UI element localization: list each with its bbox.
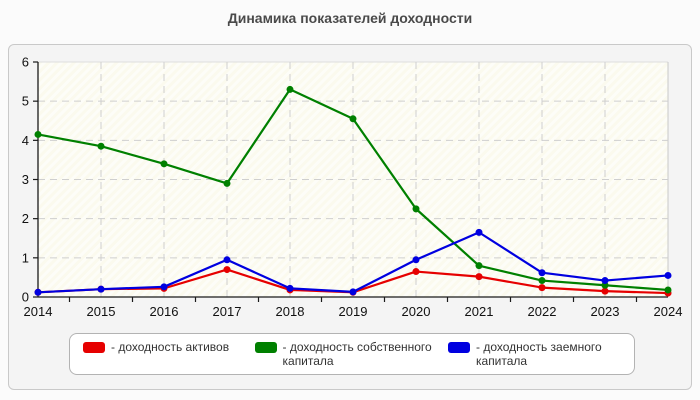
y-tick-label: 2 <box>22 211 29 226</box>
legend-label: - доходность заемного капитала <box>476 340 602 369</box>
x-tick-label: 2016 <box>150 304 179 319</box>
y-tick-label: 6 <box>22 55 29 70</box>
data-point <box>601 287 609 295</box>
legend-swatch-blue <box>448 342 470 353</box>
data-point <box>286 284 294 292</box>
legend-label: - доходность собственного капитала <box>282 340 432 369</box>
legend-label: - доходность активов <box>111 340 230 354</box>
data-point <box>97 142 105 150</box>
legend-item-equity: - доходность собственного капитала <box>254 340 443 369</box>
y-tick-label: 4 <box>22 133 29 148</box>
legend-item-assets: - доходность активов <box>83 340 249 354</box>
data-point <box>538 284 546 292</box>
data-point <box>475 273 483 281</box>
x-tick-label: 2018 <box>276 304 305 319</box>
data-point <box>223 256 231 264</box>
chart-legend: - доходность активов - доходность собств… <box>69 333 635 375</box>
x-tick-label: 2024 <box>654 304 683 319</box>
data-point <box>664 271 672 279</box>
x-tick-label: 2020 <box>402 304 431 319</box>
chart-panel: 0 1 2 3 4 5 6 2014 2015 2016 2017 2018 2019 2020 2021 2… <box>8 44 692 390</box>
legend-swatch-red <box>83 342 105 353</box>
data-point <box>223 179 231 187</box>
data-point <box>475 228 483 236</box>
y-tick-label: 1 <box>22 250 29 265</box>
data-point <box>160 283 168 291</box>
line-chart: 0 1 2 3 4 5 6 2014 2015 2016 2017 2018 2019 2020 2021 2… <box>22 55 683 320</box>
data-point <box>34 288 42 296</box>
x-tick-label: 2019 <box>339 304 368 319</box>
x-tick-label: 2022 <box>528 304 557 319</box>
data-point <box>34 130 42 138</box>
data-point <box>160 160 168 168</box>
y-tick-label: 3 <box>22 172 29 187</box>
y-tick-label: 5 <box>22 94 29 109</box>
x-tick-label: 2014 <box>24 304 53 319</box>
legend-item-debt: - доходность заемного капитала <box>448 340 621 369</box>
data-point <box>223 266 231 274</box>
data-point <box>412 256 420 264</box>
data-point <box>412 268 420 276</box>
data-point <box>349 288 357 296</box>
x-tick-label: 2017 <box>213 304 242 319</box>
data-point <box>538 277 546 285</box>
data-point <box>349 115 357 123</box>
data-point <box>475 262 483 270</box>
data-point <box>601 277 609 285</box>
data-point <box>286 85 294 93</box>
x-tick-label: 2023 <box>591 304 620 319</box>
data-point <box>664 286 672 294</box>
y-tick-label: 0 <box>22 290 29 305</box>
data-point <box>538 269 546 277</box>
legend-swatch-green <box>254 342 277 353</box>
x-tick-label: 2015 <box>87 304 116 319</box>
data-point <box>97 285 105 293</box>
data-point <box>412 205 420 213</box>
x-tick-label: 2021 <box>465 304 494 319</box>
page-title: Динамика показателей доходности <box>227 10 473 26</box>
